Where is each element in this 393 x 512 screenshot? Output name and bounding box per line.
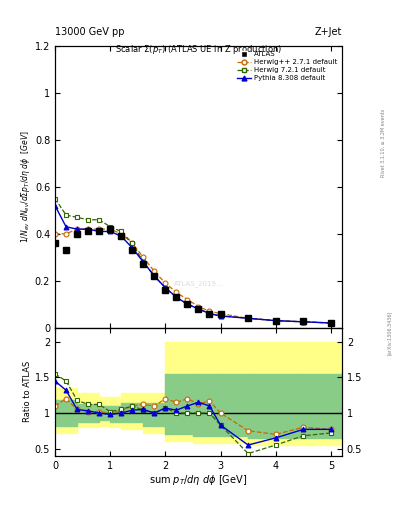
Y-axis label: $1/N_{ev}\ dN_{ev}/d\Sigma p_T/d\eta\ d\phi\ \ [GeV]$: $1/N_{ev}\ dN_{ev}/d\Sigma p_T/d\eta\ d\… bbox=[19, 131, 32, 243]
Text: [arXiv:1306.3436]: [arXiv:1306.3436] bbox=[387, 311, 391, 355]
Title: Scalar $\Sigma(p_T)$ (ATLAS UE in Z production): Scalar $\Sigma(p_T)$ (ATLAS UE in Z prod… bbox=[115, 42, 282, 56]
Text: Z+Jet: Z+Jet bbox=[314, 27, 342, 37]
X-axis label: sum $p_T/d\eta\ d\phi$ [GeV]: sum $p_T/d\eta\ d\phi$ [GeV] bbox=[149, 473, 248, 487]
Y-axis label: Ratio to ATLAS: Ratio to ATLAS bbox=[23, 361, 32, 422]
Text: ATLAS_2019...: ATLAS_2019... bbox=[174, 281, 223, 287]
Legend: ATLAS, Herwig++ 2.7.1 default, Herwig 7.2.1 default, Pythia 8.308 default: ATLAS, Herwig++ 2.7.1 default, Herwig 7.… bbox=[236, 50, 338, 82]
Text: 13000 GeV pp: 13000 GeV pp bbox=[55, 27, 125, 37]
Text: Rivet 3.1.10, ≥ 3.2M events: Rivet 3.1.10, ≥ 3.2M events bbox=[381, 109, 386, 178]
